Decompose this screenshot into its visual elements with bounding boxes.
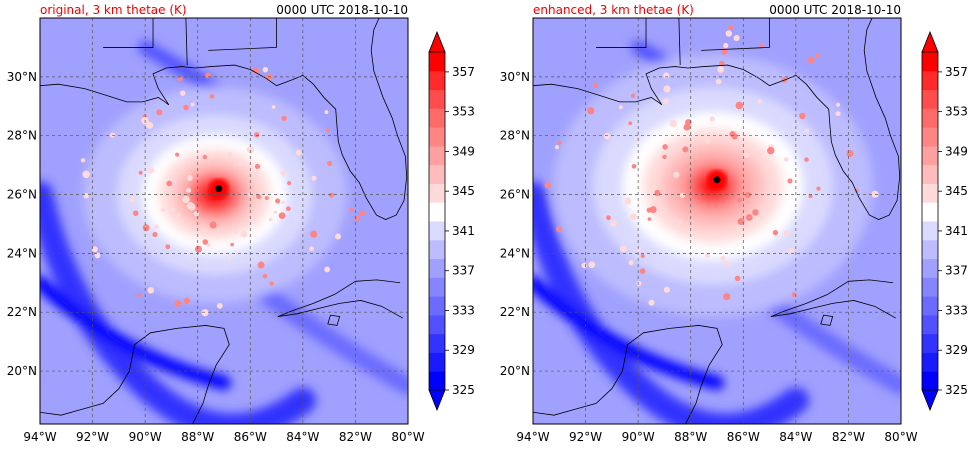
lon-tick-label: 80°W — [391, 430, 424, 444]
lon-tick-label: 94°W — [516, 430, 549, 444]
colorbar-tick-label: 329 — [452, 343, 475, 357]
lon-tick-label: 90°W — [129, 430, 162, 444]
colorbar-tick-label: 357 — [452, 65, 475, 79]
colorbar-level — [429, 183, 445, 203]
colorbar-level — [429, 52, 445, 72]
lat-tick-label: 22°N — [7, 305, 37, 319]
colorbar-enhanced: 325 329 333 337 341 345 349 353 357 — [921, 30, 968, 412]
colorbar-tick-label: 329 — [945, 343, 968, 357]
colorbar-level — [922, 183, 938, 203]
panel-time-original: 0000 UTC 2018-10-10 — [276, 3, 408, 17]
colorbar-tick-label: 345 — [452, 184, 475, 198]
map-area-original — [40, 18, 408, 424]
map-frame-original — [39, 17, 409, 425]
colorbar-level — [922, 258, 938, 278]
colorbar-level — [922, 202, 938, 222]
colorbar-level — [429, 127, 445, 147]
lat-tick-label: 20°N — [500, 364, 530, 378]
colorbar-level — [922, 277, 938, 297]
colorbar-tick-label: 345 — [945, 184, 968, 198]
colorbar-level — [922, 371, 938, 391]
lon-tick-label: 86°W — [234, 430, 267, 444]
map-area-enhanced — [533, 18, 901, 424]
colorbar-level — [922, 108, 938, 128]
colorbar-min-arrow — [921, 389, 939, 412]
lon-tick-label: 90°W — [622, 430, 655, 444]
colorbar-tick-label: 341 — [945, 224, 968, 238]
colorbar-level — [922, 127, 938, 147]
colorbar-tick-label: 349 — [452, 144, 475, 158]
colorbar-level — [429, 371, 445, 391]
lat-tick-label: 28°N — [500, 129, 530, 143]
colorbar-level — [429, 202, 445, 222]
lat-tick-label: 26°N — [7, 188, 37, 202]
panel-title-enhanced: enhanced, 3 km thetae (K) — [533, 3, 694, 17]
colorbar-level — [429, 333, 445, 353]
colorbar-level — [429, 89, 445, 109]
colorbar-level — [922, 352, 938, 372]
colorbar-level — [922, 145, 938, 166]
colorbar-level — [922, 239, 938, 260]
colorbar-level — [922, 70, 938, 91]
colorbar-tick-label: 341 — [452, 224, 475, 238]
lat-tick-label: 24°N — [500, 246, 530, 260]
lon-tick-label: 80°W — [884, 430, 917, 444]
colorbar-level — [429, 296, 445, 316]
colorbar-level — [922, 314, 938, 335]
lat-tick-label: 20°N — [7, 364, 37, 378]
lon-tick-label: 84°W — [779, 430, 812, 444]
lon-tick-label: 82°W — [339, 430, 372, 444]
colorbar-level — [922, 164, 938, 184]
colorbar-tick-label: 349 — [945, 144, 968, 158]
colorbar-level — [429, 352, 445, 372]
colorbar-tick-label: 333 — [945, 303, 968, 317]
colorbar-tick-label: 353 — [945, 105, 968, 119]
colorbar-level — [429, 258, 445, 278]
colorbar-level — [922, 221, 938, 241]
colorbar-level — [429, 164, 445, 184]
lon-tick-label: 92°W — [569, 430, 602, 444]
lat-tick-label: 22°N — [500, 305, 530, 319]
colorbar-level — [922, 296, 938, 316]
colorbar-tick-label: 337 — [945, 264, 968, 278]
colorbar-max-arrow — [428, 30, 446, 53]
colorbar-level — [922, 333, 938, 353]
lat-tick-label: 26°N — [500, 188, 530, 202]
colorbar-level — [429, 108, 445, 128]
lon-tick-label: 86°W — [727, 430, 760, 444]
lat-tick-label: 30°N — [7, 70, 37, 84]
colorbar-level — [429, 277, 445, 297]
colorbar-tick-label: 333 — [452, 303, 475, 317]
lon-tick-label: 94°W — [23, 430, 56, 444]
colorbar-level — [429, 221, 445, 241]
colorbar-level — [429, 70, 445, 91]
colorbar-level — [429, 145, 445, 166]
colorbar-tick-label: 325 — [452, 383, 475, 397]
colorbar-min-arrow — [428, 389, 446, 412]
colorbar-level — [922, 89, 938, 109]
colorbar-tick-label: 357 — [945, 65, 968, 79]
colorbar-tick-label: 353 — [452, 105, 475, 119]
lat-tick-label: 30°N — [500, 70, 530, 84]
colorbar-level — [429, 314, 445, 335]
colorbar-tick-label: 337 — [452, 264, 475, 278]
lon-tick-label: 82°W — [832, 430, 865, 444]
panel-time-enhanced: 0000 UTC 2018-10-10 — [769, 3, 901, 17]
lat-tick-label: 28°N — [7, 129, 37, 143]
colorbar-level — [922, 52, 938, 72]
panel-original: original, 3 km thetae (K) 0000 UTC 2018-… — [7, 3, 425, 444]
colorbar-max-arrow — [921, 30, 939, 53]
colorbar-level — [429, 239, 445, 260]
colorbar-tick-label: 325 — [945, 383, 968, 397]
lon-tick-label: 84°W — [286, 430, 319, 444]
lat-tick-label: 24°N — [7, 246, 37, 260]
colorbar-original: 325 329 333 337 341 345 349 353 357 — [428, 30, 475, 412]
lon-tick-label: 88°W — [674, 430, 707, 444]
lon-tick-label: 92°W — [76, 430, 109, 444]
panel-title-original: original, 3 km thetae (K) — [40, 3, 187, 17]
lon-tick-label: 88°W — [181, 430, 214, 444]
panel-enhanced: enhanced, 3 km thetae (K) 0000 UTC 2018-… — [500, 3, 918, 444]
map-frame-enhanced — [532, 17, 902, 425]
